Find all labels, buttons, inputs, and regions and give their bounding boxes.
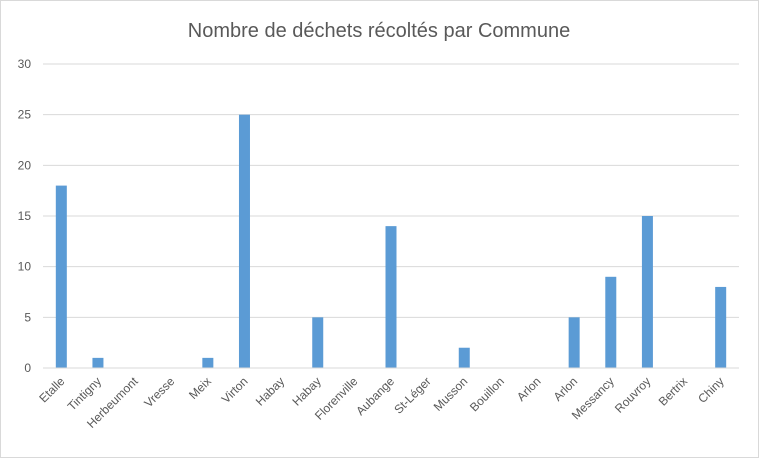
x-tick-label: Bertrix [656, 374, 690, 408]
bar [641, 216, 653, 368]
y-tick-label: 25 [18, 108, 32, 122]
x-tick-label: Arlon [514, 374, 544, 404]
x-tick-label: Bouillon [467, 374, 507, 414]
bar [605, 276, 617, 368]
bar [238, 114, 250, 369]
x-tick-label: St-Léger [391, 374, 433, 416]
y-tick-label: 0 [24, 361, 31, 375]
bar [202, 357, 214, 368]
bar [55, 185, 67, 368]
x-tick-label: Virton [219, 374, 251, 406]
x-tick-label: Vresse [141, 374, 177, 410]
y-tick-label: 10 [18, 260, 32, 274]
x-tick-label: Arlon [551, 374, 581, 404]
chart-title: Nombre de déchets récoltés par Commune [188, 20, 570, 42]
bar [458, 347, 470, 368]
y-tick-label: 30 [18, 57, 32, 71]
x-tick-label: Chiny [695, 374, 727, 406]
y-tick-label: 15 [18, 209, 32, 223]
x-tick-label: Rouvroy [612, 374, 653, 415]
x-tick-label: Habay [289, 374, 323, 408]
bar [568, 317, 580, 368]
y-tick-label: 5 [24, 310, 31, 324]
bar [715, 286, 727, 368]
x-tick-label: Etalle [36, 374, 67, 405]
x-tick-label: Habay [253, 374, 287, 408]
x-tick-label: Musson [431, 374, 471, 414]
x-tick-label: Aubange [353, 374, 397, 418]
bar [92, 357, 104, 368]
x-tick-label: Meix [186, 374, 214, 402]
y-axis-ticks: 0 5 10 15 20 25 30 [18, 57, 32, 375]
bars [55, 114, 727, 369]
gridlines [43, 63, 739, 318]
bar [312, 317, 324, 368]
y-tick-label: 20 [18, 158, 32, 172]
bar [385, 226, 397, 368]
